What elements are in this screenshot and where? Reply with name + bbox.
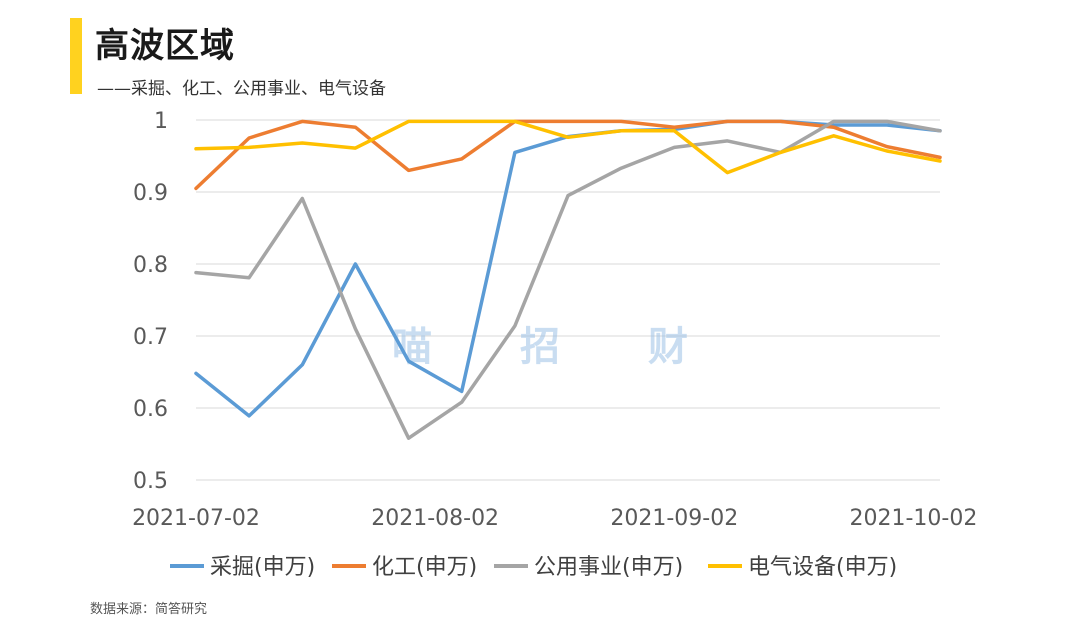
y-tick-label: 0.6: [133, 397, 168, 422]
series-line: [194, 119, 942, 418]
legend-label: 化工(申万): [372, 555, 477, 580]
legend-label: 电气设备(申万): [748, 555, 897, 580]
data-source: 数据来源：简答研究: [90, 602, 208, 617]
series-line: [194, 119, 942, 175]
y-tick-label: 0.8: [133, 253, 168, 278]
legend-label: 公用事业(申万): [534, 555, 683, 580]
title-accent-bar: [70, 18, 82, 94]
watermark-char: 财: [648, 324, 688, 370]
legend-label: 采掘(申万): [210, 555, 315, 580]
series-line: [194, 119, 942, 191]
y-tick-label: 0.5: [133, 469, 168, 494]
chart-subtitle: ——采掘、化工、公用事业、电气设备: [97, 79, 386, 99]
x-tick-label: 2021-10-02: [849, 506, 977, 531]
y-tick-label: 0.9: [133, 181, 168, 206]
y-tick-label: 0.7: [133, 325, 168, 350]
y-tick-label: 1: [154, 109, 168, 134]
x-tick-label: 2021-08-02: [371, 506, 499, 531]
chart-title: 高波区域: [95, 26, 235, 66]
x-tick-label: 2021-09-02: [610, 506, 738, 531]
watermark-char: 招: [520, 324, 560, 370]
series-line: [194, 119, 942, 440]
x-tick-label: 2021-07-02: [132, 506, 260, 531]
